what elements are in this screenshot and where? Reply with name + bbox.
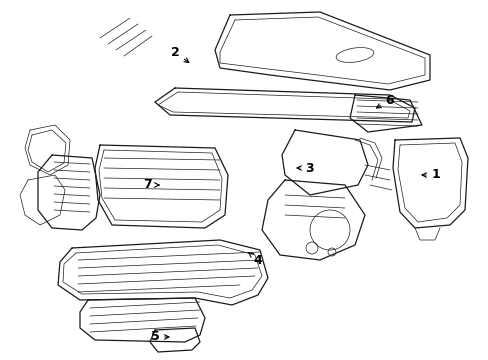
Text: 3: 3: [296, 162, 314, 175]
Text: 7: 7: [143, 179, 159, 192]
Text: 1: 1: [421, 168, 440, 181]
Text: 4: 4: [248, 252, 262, 266]
Text: 6: 6: [376, 94, 393, 108]
Text: 2: 2: [170, 45, 188, 63]
Text: 5: 5: [150, 330, 169, 343]
